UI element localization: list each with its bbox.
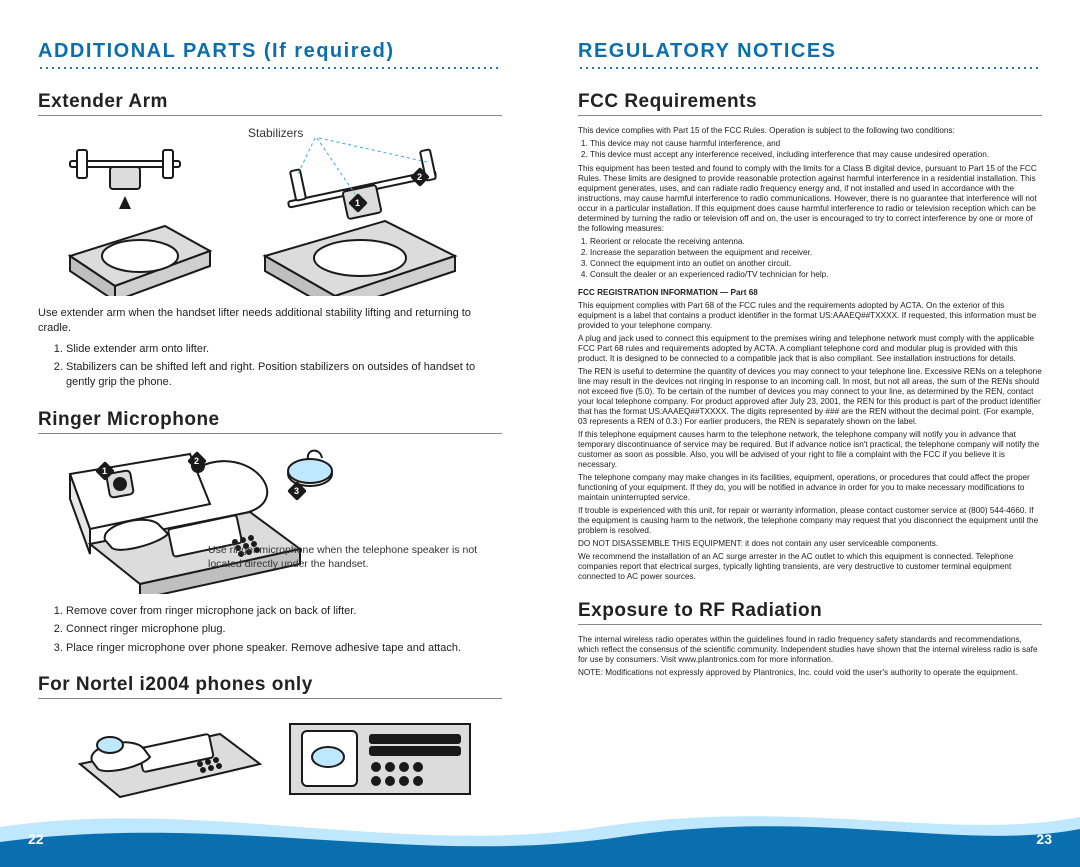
extender-step-1: Slide extender arm onto lifter. — [66, 342, 502, 357]
rf-para1: The internal wireless radio operates wit… — [578, 635, 1042, 665]
illustration-nortel — [38, 709, 502, 799]
fcc-measure-1: Reorient or relocate the receiving anten… — [590, 237, 1042, 247]
heading-rf: Exposure to RF Radiation — [578, 600, 1042, 625]
fcc-para1: This equipment has been tested and found… — [578, 164, 1042, 234]
dotted-rule — [578, 67, 1042, 69]
fcc-part68-g: DO NOT DISASSEMBLE THIS EQUIPMENT: it do… — [578, 539, 1042, 549]
fcc-body: This device complies with Part 15 of the… — [578, 126, 1042, 582]
left-page: ADDITIONAL PARTS (If required) Extender … — [0, 0, 540, 867]
stabilizers-label: Stabilizers — [248, 126, 303, 140]
ringer-caption: Use ringer microphone when the telephone… — [208, 544, 478, 571]
fcc-part68-a: This equipment complies with Part 68 of … — [578, 301, 1042, 331]
section-title-left: ADDITIONAL PARTS (If required) — [38, 40, 502, 63]
fcc-measures: Reorient or relocate the receiving anten… — [578, 237, 1042, 280]
page-number-right: 23 — [1036, 831, 1052, 847]
fcc-measure-2: Increase the separation between the equi… — [590, 248, 1042, 258]
extender-caption: Use extender arm when the handset lifter… — [38, 306, 502, 336]
page-number-left: 22 — [28, 831, 44, 847]
ringer-step-2: Connect ringer microphone plug. — [66, 622, 502, 637]
illustration-extender-arm: Stabilizers — [38, 126, 502, 296]
fcc-part68-c: The REN is useful to determine the quant… — [578, 367, 1042, 427]
svg-text:3: 3 — [294, 486, 299, 496]
ringer-step-3: Place ringer microphone over phone speak… — [66, 641, 502, 656]
rf-para2: NOTE: Modifications not expressly approv… — [578, 668, 1042, 678]
heading-ringer-mic: Ringer Microphone — [38, 409, 502, 434]
right-page: REGULATORY NOTICES FCC Requirements This… — [540, 0, 1080, 867]
svg-text:2: 2 — [194, 456, 199, 466]
fcc-measure-4: Consult the dealer or an experienced rad… — [590, 270, 1042, 280]
ringer-steps: Remove cover from ringer microphone jack… — [38, 604, 502, 656]
fcc-cond-2: This device must accept any interference… — [590, 150, 1042, 160]
fcc-cond-1: This device may not cause harmful interf… — [590, 139, 1042, 149]
illustration-ringer-mic: 1 2 3 Use ringer microphone when the tel… — [38, 444, 502, 594]
fcc-part68-title: FCC REGISTRATION INFORMATION — Part 68 — [578, 288, 1042, 298]
heading-extender-arm: Extender Arm — [38, 91, 502, 116]
ringer-step-1: Remove cover from ringer microphone jack… — [66, 604, 502, 619]
rf-body: The internal wireless radio operates wit… — [578, 635, 1042, 678]
fcc-part68-b: A plug and jack used to connect this equ… — [578, 334, 1042, 364]
fcc-intro: This device complies with Part 15 of the… — [578, 126, 1042, 136]
fcc-part68-e: The telephone company may make changes i… — [578, 473, 1042, 503]
fcc-part68-f: If trouble is experienced with this unit… — [578, 506, 1042, 536]
heading-fcc: FCC Requirements — [578, 91, 1042, 116]
fcc-part68-d: If this telephone equipment causes harm … — [578, 430, 1042, 470]
dotted-rule — [38, 67, 502, 69]
fcc-part68-h: We recommend the installation of an AC s… — [578, 552, 1042, 582]
extender-step-2: Stabilizers can be shifted left and righ… — [66, 360, 502, 391]
svg-text:1: 1 — [355, 198, 360, 208]
extender-steps: Slide extender arm onto lifter. Stabiliz… — [38, 342, 502, 391]
svg-text:2: 2 — [417, 172, 422, 182]
fcc-conditions: This device may not cause harmful interf… — [578, 139, 1042, 160]
fcc-measure-3: Connect the equipment into an outlet on … — [590, 259, 1042, 269]
section-title-right: REGULATORY NOTICES — [578, 40, 1042, 63]
svg-text:1: 1 — [102, 466, 107, 476]
heading-nortel: For Nortel i2004 phones only — [38, 674, 502, 699]
